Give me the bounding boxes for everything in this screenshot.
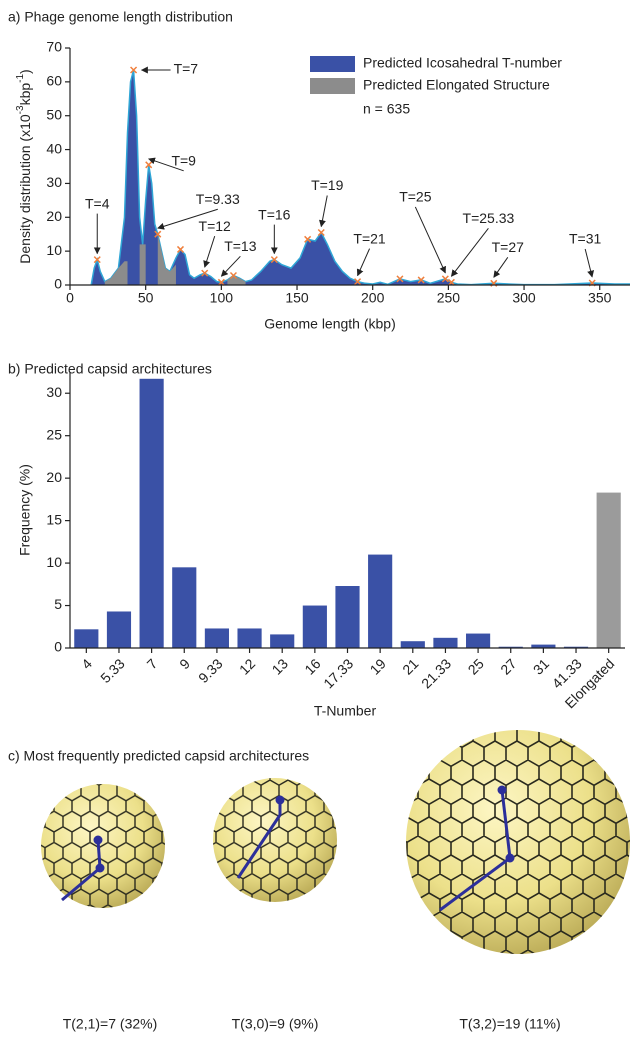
bar xyxy=(401,641,425,648)
x-tick-label: 31 xyxy=(530,655,552,677)
x-tick-label: 300 xyxy=(512,290,536,306)
area-outline xyxy=(91,70,630,285)
peak-arrow xyxy=(415,207,445,273)
bar xyxy=(205,628,229,648)
x-tick-label: 16 xyxy=(301,655,323,677)
caption: T(3,0)=9 (9%) xyxy=(232,1016,319,1032)
bar xyxy=(140,379,164,648)
peak-label: T=4 xyxy=(85,195,110,211)
x-axis-label: Genome length (kbp) xyxy=(264,316,396,332)
peak-label: T=12 xyxy=(199,218,232,234)
capsid-lattice xyxy=(213,778,337,902)
x-tick-label: 25 xyxy=(464,655,486,677)
peak-label: T=19 xyxy=(311,177,344,193)
peak-label: T=9 xyxy=(171,153,196,169)
y-axis-label-part: Density distribution (x10 xyxy=(17,114,33,264)
y-tick-label: 15 xyxy=(46,511,62,527)
x-tick-label: 17.33 xyxy=(320,655,356,691)
y-tick-label: 20 xyxy=(46,208,62,224)
panel-b-title: b) Predicted capsid architectures xyxy=(8,361,212,377)
x-tick-label: 13 xyxy=(269,655,291,677)
peak-arrow xyxy=(494,257,508,277)
y-tick-label: 5 xyxy=(54,596,62,612)
x-tick-label: 7 xyxy=(144,655,161,672)
x-tick-label: 21.33 xyxy=(418,655,454,691)
peak-arrow xyxy=(205,236,215,267)
area xyxy=(91,70,630,285)
legend-swatch xyxy=(310,56,355,72)
x-tick-label: 0 xyxy=(66,290,74,306)
y-tick-label: 10 xyxy=(46,242,62,258)
bar xyxy=(368,555,392,648)
peak-arrow xyxy=(321,196,327,227)
x-tick-label: 50 xyxy=(138,290,154,306)
panel-a-title: a) Phage genome length distribution xyxy=(8,9,233,25)
capsid-lattice xyxy=(406,730,630,954)
bar xyxy=(74,629,98,648)
peak-label: T=27 xyxy=(492,239,525,255)
panel-c-title: c) Most frequently predicted capsid arch… xyxy=(8,748,309,764)
y-axis-label: Frequency (%) xyxy=(17,464,33,556)
y-axis-label-part: kbp xyxy=(17,83,33,106)
x-tick-label: 27 xyxy=(497,655,519,677)
x-tick-label: 21 xyxy=(399,655,421,677)
x-tick-label: 5.33 xyxy=(97,655,128,686)
peak-arrow xyxy=(358,249,370,276)
x-axis-label: T-Number xyxy=(314,703,377,719)
bar xyxy=(303,606,327,648)
y-tick-label: 40 xyxy=(46,140,62,156)
y-tick-label: 30 xyxy=(46,384,62,400)
bar xyxy=(597,493,621,648)
bar xyxy=(270,634,294,648)
x-tick-label: 350 xyxy=(588,290,612,306)
x-tick-label: 100 xyxy=(210,290,234,306)
caption: T(3,2)=19 (11%) xyxy=(459,1016,560,1032)
bar xyxy=(237,628,261,648)
peak-label: T=25 xyxy=(399,189,432,205)
y-axis-label: Density distribution (x10-3kbp-1) xyxy=(15,69,33,263)
peak-label: T=16 xyxy=(258,206,291,222)
y-tick-label: 10 xyxy=(46,554,62,570)
y-tick-label: 0 xyxy=(54,276,62,292)
bar xyxy=(107,611,131,648)
x-tick-label: 4 xyxy=(78,655,95,672)
peak-label: T=9.33 xyxy=(196,191,240,207)
capsid-lattice xyxy=(41,784,165,908)
y-tick-label: 50 xyxy=(46,106,62,122)
y-tick-label: 70 xyxy=(46,39,62,55)
y-tick-label: 20 xyxy=(46,469,62,485)
bar xyxy=(172,567,196,648)
figure: a) Phage genome length distribution b) P… xyxy=(0,0,631,1035)
legend-swatch xyxy=(310,78,355,94)
peak-arrow xyxy=(585,249,592,277)
legend-label: Predicted Elongated Structure xyxy=(363,77,550,93)
peak-label: T=31 xyxy=(569,231,602,247)
peak-label: T=7 xyxy=(174,61,199,77)
peak-label: T=25.33 xyxy=(463,210,515,226)
x-tick-label: 12 xyxy=(236,655,258,677)
x-tick-label: 200 xyxy=(361,290,385,306)
x-tick-label: 19 xyxy=(367,655,389,677)
peak-label: T=13 xyxy=(224,238,257,254)
note: n = 635 xyxy=(363,101,410,117)
y-tick-label: 30 xyxy=(46,174,62,190)
x-tick-label: 250 xyxy=(437,290,461,306)
caption: T(2,1)=7 (32%) xyxy=(63,1016,158,1032)
legend-label: Predicted Icosahedral T-number xyxy=(363,55,562,71)
x-tick-label: 9.33 xyxy=(195,655,226,686)
peak-arrow xyxy=(451,228,488,276)
bar xyxy=(466,634,490,648)
y-axis-label-part: ) xyxy=(17,69,33,74)
bar xyxy=(433,638,457,648)
y-tick-label: 60 xyxy=(46,73,62,89)
y-tick-label: 0 xyxy=(54,639,62,655)
bar xyxy=(335,586,359,648)
peak-label: T=21 xyxy=(353,230,386,246)
y-tick-label: 25 xyxy=(46,426,62,442)
x-tick-label: 150 xyxy=(285,290,309,306)
x-tick-label: 9 xyxy=(176,655,193,672)
